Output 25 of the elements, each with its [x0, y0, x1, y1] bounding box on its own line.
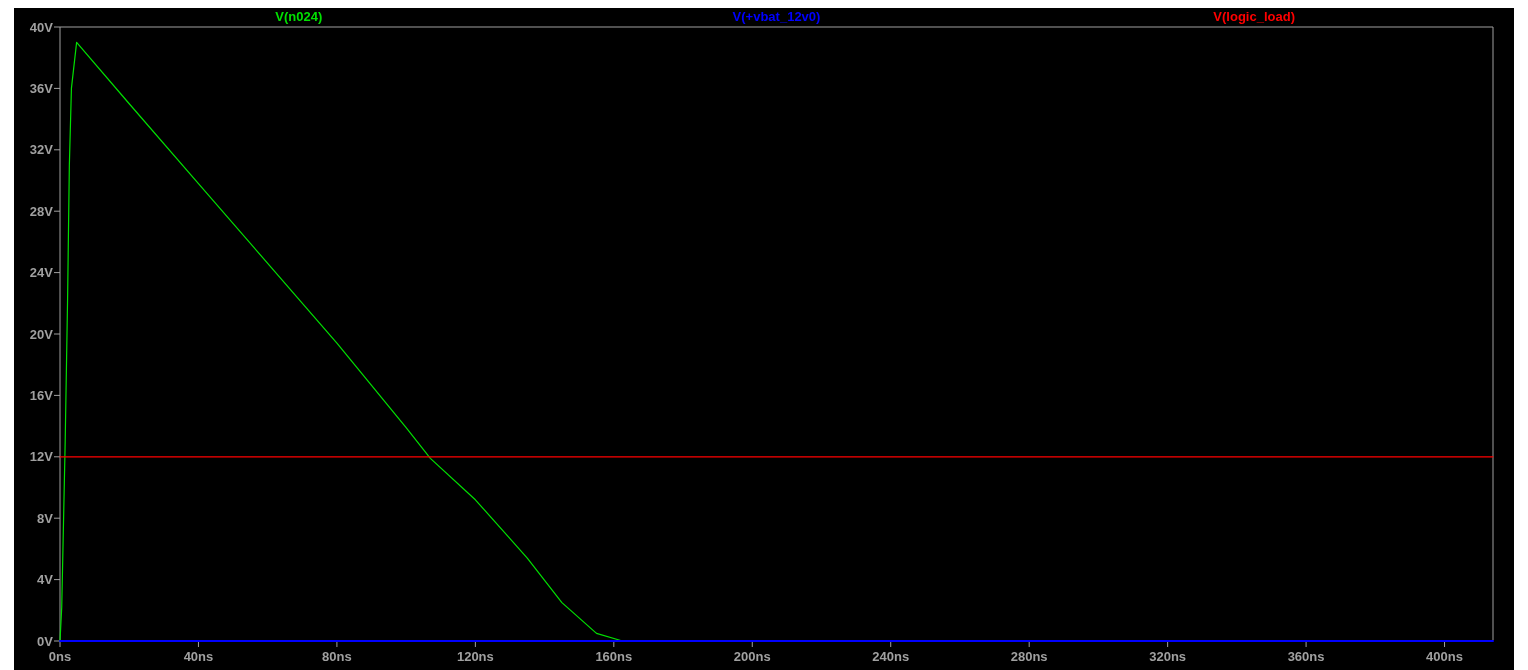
- y-tick-label: 32V: [29, 142, 54, 158]
- y-tick-label: 0V: [37, 633, 54, 649]
- y-tick-label: 4V: [37, 572, 54, 588]
- x-tick-label: 400ns: [1426, 649, 1463, 664]
- text: V(n024): [275, 9, 323, 24]
- x-tick-label: 240ns: [872, 649, 910, 664]
- x-tick-label: 160ns: [595, 649, 633, 664]
- x-tick-label: 280ns: [1010, 649, 1048, 664]
- y-tick-label: 8V: [37, 510, 54, 526]
- y-tick-label: 36V: [29, 80, 54, 96]
- x-tick-label: 120ns: [456, 649, 494, 664]
- y-tick-label: 28V: [29, 203, 54, 219]
- x-tick-label: 200ns: [733, 649, 771, 664]
- y-tick-label: 24V: [29, 265, 54, 281]
- x-tick-label: 80ns: [322, 649, 352, 664]
- text: V(+vbat_12v0): [732, 9, 821, 24]
- x-tick-label: 360ns: [1287, 649, 1325, 664]
- x-tick-label: 320ns: [1149, 649, 1187, 664]
- y-tick-label: 20V: [29, 326, 54, 342]
- x-tick-label: 40ns: [183, 649, 214, 664]
- y-tick-label: 12V: [29, 449, 54, 465]
- y-tick-label: 16V: [29, 387, 54, 403]
- y-tick-label: 40V: [29, 19, 54, 35]
- x-tick-label: 0ns: [48, 649, 72, 664]
- text: V(logic_load): [1213, 9, 1295, 24]
